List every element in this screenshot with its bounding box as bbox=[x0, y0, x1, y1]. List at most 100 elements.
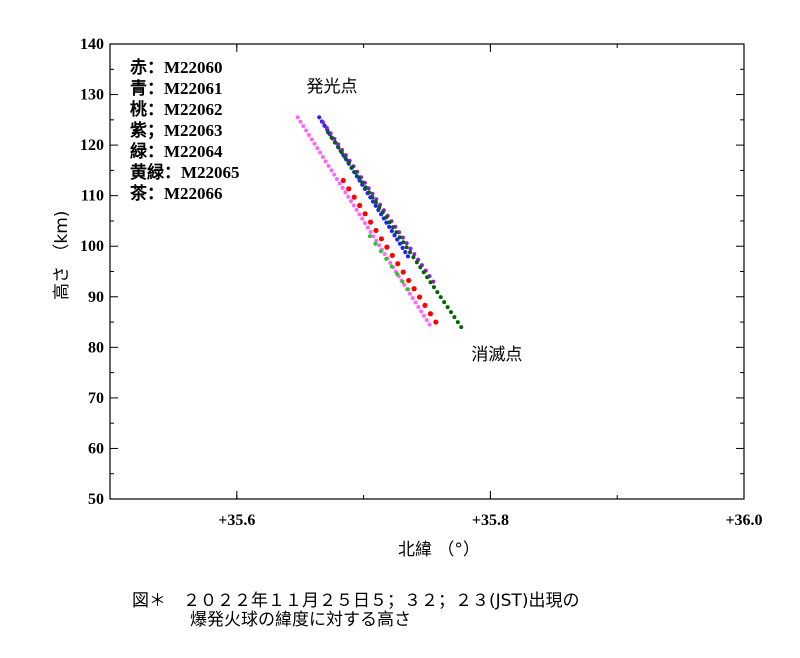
legend-entry-purple: 紫；M22063 bbox=[130, 120, 223, 140]
data-point-series-5 bbox=[389, 252, 395, 259]
data-point-series-3 bbox=[452, 315, 457, 320]
caption-line-1: 図＊ ２０２２年１１月２５日５；３２；２３(JST)出現の bbox=[132, 591, 580, 611]
data-point-series-0 bbox=[354, 207, 359, 212]
y-tick-label: 120 bbox=[80, 137, 104, 154]
data-point-series-2 bbox=[321, 120, 326, 125]
data-point-series-0 bbox=[416, 304, 421, 309]
y-tick-label: 80 bbox=[88, 339, 104, 356]
data-point-series-3 bbox=[442, 300, 447, 305]
y-tick-label: 130 bbox=[80, 87, 104, 104]
data-point-series-0 bbox=[413, 300, 418, 305]
data-point-series-0 bbox=[402, 282, 407, 287]
legend-entry-yellowgreen: 黄緑：M22065 bbox=[130, 162, 240, 182]
data-point-series-3 bbox=[390, 225, 395, 230]
data-point-series-0 bbox=[368, 229, 373, 234]
data-point-series-5 bbox=[340, 177, 346, 184]
data-point-series-0 bbox=[410, 296, 415, 301]
data-point-series-4 bbox=[395, 272, 400, 277]
data-point-series-3 bbox=[346, 160, 351, 165]
y-tick-label: 90 bbox=[88, 289, 104, 306]
figure-caption: 図＊ ２０２２年１１月２５日５；３２；２３(JST)出現の 爆発火球の緯度に対す… bbox=[132, 592, 772, 630]
data-point-series-5 bbox=[416, 294, 423, 300]
data-point-series-3 bbox=[425, 275, 430, 280]
data-point-series-5 bbox=[433, 319, 439, 325]
data-point-series-3 bbox=[339, 150, 344, 155]
data-point-series-0 bbox=[407, 291, 412, 296]
data-point-series-3 bbox=[387, 220, 392, 225]
data-point-series-0 bbox=[348, 199, 353, 204]
data-point-series-3 bbox=[353, 170, 358, 175]
data-point-series-2 bbox=[408, 246, 413, 251]
data-point-series-3 bbox=[367, 190, 372, 195]
data-point-series-0 bbox=[421, 313, 426, 318]
data-point-series-0 bbox=[424, 318, 429, 323]
data-point-series-0 bbox=[371, 234, 376, 239]
data-point-series-1 bbox=[389, 228, 394, 234]
data-point-series-5 bbox=[422, 302, 428, 309]
data-point-series-0 bbox=[309, 137, 314, 142]
data-point-series-4 bbox=[378, 249, 383, 254]
data-point-series-3 bbox=[431, 285, 436, 290]
data-point-series-3 bbox=[445, 305, 450, 310]
data-point-series-3 bbox=[332, 140, 337, 145]
data-point-series-0 bbox=[357, 212, 362, 217]
legend: 赤：M22060 青：M22061 桃：M22062 紫；M22063 緑：M2… bbox=[130, 57, 240, 203]
data-point-series-4 bbox=[389, 264, 394, 269]
data-point-series-5 bbox=[357, 202, 363, 209]
data-point-series-1 bbox=[405, 254, 411, 259]
data-point-series-3 bbox=[377, 205, 382, 210]
data-point-series-0 bbox=[301, 124, 306, 129]
data-point-series-0 bbox=[377, 243, 382, 248]
data-point-series-1 bbox=[400, 245, 405, 251]
data-point-series-5 bbox=[351, 194, 357, 200]
data-point-series-4 bbox=[367, 234, 372, 239]
data-point-series-5 bbox=[406, 277, 412, 284]
chart: 50 60 70 80 90 100 110 120 130 140 +35.6 +35.8 +36.0… bbox=[52, 36, 763, 560]
data-point-series-0 bbox=[334, 177, 339, 182]
data-point-series-0 bbox=[304, 128, 309, 133]
data-point-series-3 bbox=[455, 320, 460, 325]
data-point-series-1 bbox=[403, 250, 408, 255]
legend-entry-brown: 茶：M22066 bbox=[130, 183, 223, 203]
legend-entry-blue: 青：M22061 bbox=[130, 78, 223, 98]
data-point-series-3 bbox=[404, 245, 409, 250]
data-point-series-2 bbox=[336, 142, 341, 147]
y-tick-label: 110 bbox=[81, 188, 104, 205]
data-point-series-0 bbox=[306, 132, 311, 137]
data-point-series-5 bbox=[395, 261, 401, 267]
data-point-series-3 bbox=[411, 255, 416, 260]
data-point-series-0 bbox=[326, 163, 331, 168]
x-tick-label: +35.6 bbox=[218, 512, 255, 529]
data-point-series-0 bbox=[365, 225, 370, 230]
data-point-series-3 bbox=[363, 185, 368, 190]
legend-entry-red: 赤：M22060 bbox=[130, 57, 223, 77]
data-point-series-5 bbox=[362, 211, 368, 217]
data-point-series-5 bbox=[411, 286, 417, 292]
data-point-series-0 bbox=[419, 309, 424, 314]
data-point-series-0 bbox=[427, 322, 432, 327]
x-axis-title: 北緯 （°） bbox=[398, 540, 480, 560]
data-point-series-0 bbox=[346, 194, 351, 199]
data-point-series-3 bbox=[448, 310, 453, 315]
y-tick-label: 70 bbox=[88, 390, 104, 407]
data-point-series-1 bbox=[384, 220, 389, 225]
data-point-series-3 bbox=[360, 180, 365, 185]
x-tick-label: +36.0 bbox=[725, 512, 762, 529]
y-tick-label: 60 bbox=[88, 440, 104, 457]
data-point-series-5 bbox=[373, 227, 379, 234]
data-point-series-2 bbox=[400, 235, 405, 240]
data-point-series-3 bbox=[394, 230, 399, 235]
data-point-series-2 bbox=[370, 191, 375, 196]
data-point-series-3 bbox=[428, 280, 433, 285]
data-point-series-3 bbox=[356, 175, 361, 180]
data-point-series-5 bbox=[427, 311, 434, 317]
data-point-series-3 bbox=[380, 210, 385, 215]
data-point-series-0 bbox=[388, 260, 393, 265]
data-point-series-3 bbox=[401, 240, 406, 245]
data-point-series-0 bbox=[329, 168, 334, 173]
data-point-series-1 bbox=[397, 241, 403, 246]
data-point-series-2 bbox=[412, 252, 417, 257]
data-point-series-3 bbox=[343, 155, 348, 160]
data-point-series-0 bbox=[312, 141, 317, 146]
data-point-series-3 bbox=[373, 200, 378, 205]
